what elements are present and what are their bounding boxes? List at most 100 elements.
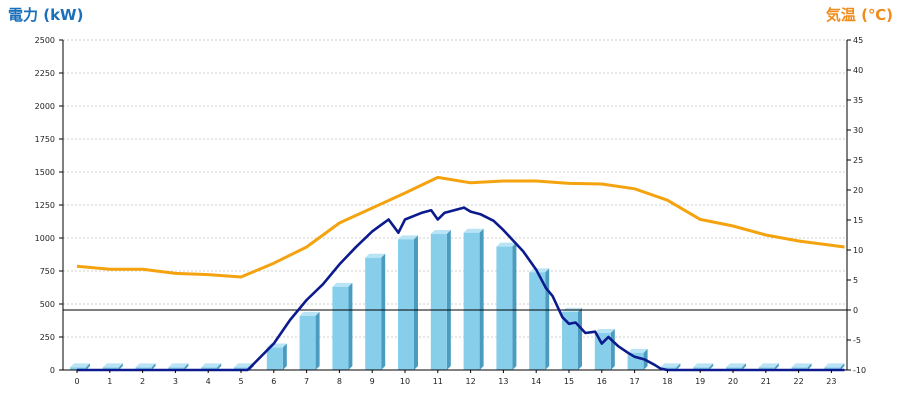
bar-top xyxy=(299,311,320,316)
bar xyxy=(102,363,123,370)
right-tick-label: 10 xyxy=(853,246,863,255)
bar-top xyxy=(234,363,254,368)
x-tick-label: 1 xyxy=(107,377,112,386)
x-tick-label: 17 xyxy=(630,377,640,386)
bar-top xyxy=(332,282,353,287)
x-tick-label: 0 xyxy=(74,377,79,386)
x-tick-label: 23 xyxy=(826,377,836,386)
bar-side xyxy=(512,242,517,370)
bar-top xyxy=(693,363,714,368)
bar-top xyxy=(135,363,156,368)
bar-top xyxy=(594,329,615,334)
bar xyxy=(332,282,353,370)
bar xyxy=(398,235,418,370)
right-tick-label: 35 xyxy=(853,96,863,105)
bar-side xyxy=(840,363,845,370)
bar-front xyxy=(562,311,578,370)
bar xyxy=(365,253,386,370)
bar xyxy=(299,311,320,370)
bar-top xyxy=(758,363,779,368)
x-tick-label: 10 xyxy=(400,377,410,386)
bar-front xyxy=(168,367,185,370)
left-tick-label: 1000 xyxy=(35,234,55,243)
x-tick-label: 19 xyxy=(695,377,705,386)
bar-top xyxy=(824,363,845,368)
x-tick-label: 21 xyxy=(761,377,771,386)
bar-front xyxy=(430,234,447,370)
bar-top xyxy=(201,363,222,368)
bar-front xyxy=(726,367,742,370)
bar-top xyxy=(496,242,517,247)
line-layer xyxy=(76,175,845,372)
x-tick-label: 7 xyxy=(304,377,309,386)
bar-side xyxy=(381,253,386,370)
right-tick-label: 5 xyxy=(853,276,858,285)
bar-top xyxy=(627,348,648,353)
x-tick-label: 8 xyxy=(337,377,342,386)
right-tick-label: 0 xyxy=(853,306,858,315)
bar-side xyxy=(348,282,353,370)
bar-front xyxy=(266,347,283,370)
x-tick-label: 18 xyxy=(662,377,672,386)
bar-side xyxy=(184,363,189,370)
bar-top xyxy=(726,363,746,368)
bar xyxy=(463,228,484,370)
bar xyxy=(824,363,845,370)
x-tick-label: 14 xyxy=(531,377,541,386)
left-tick-label: 1250 xyxy=(35,201,55,210)
bar xyxy=(726,363,746,370)
bar-front xyxy=(463,232,480,370)
x-tick-label: 2 xyxy=(140,377,145,386)
bar-front xyxy=(299,315,316,370)
bar xyxy=(594,329,615,370)
bar-front xyxy=(693,367,710,370)
bar xyxy=(168,363,189,370)
bar-front xyxy=(529,272,546,370)
right-tick-label: 25 xyxy=(853,156,863,165)
x-tick-label: 4 xyxy=(206,377,211,386)
bar-top xyxy=(398,235,418,240)
left-tick-label: 750 xyxy=(40,267,55,276)
left-tick-label: 250 xyxy=(40,333,55,342)
bar xyxy=(758,363,779,370)
bar-front xyxy=(135,367,152,370)
bar xyxy=(430,230,451,370)
left-tick-label: 1500 xyxy=(35,168,55,177)
x-tick-label: 13 xyxy=(498,377,508,386)
bar-top xyxy=(70,363,90,368)
bar-front xyxy=(791,367,808,370)
bar-side xyxy=(709,363,714,370)
x-tick-label: 3 xyxy=(173,377,178,386)
left-tick-label: 2000 xyxy=(35,102,55,111)
right-tick-label: 40 xyxy=(853,66,863,75)
x-tick-label: 16 xyxy=(597,377,607,386)
bar-front xyxy=(365,257,382,370)
right-tick-label: -5 xyxy=(853,336,861,345)
bar-top xyxy=(529,268,550,273)
bar-front xyxy=(824,367,841,370)
x-tick-label: 22 xyxy=(794,377,804,386)
left-tick-label: 2500 xyxy=(35,36,55,45)
tick-layer: 02505007501000125015001750200022502500-1… xyxy=(35,36,866,386)
bar-top xyxy=(102,363,123,368)
bar-side xyxy=(282,343,287,370)
bar-front xyxy=(102,367,119,370)
bar-top xyxy=(660,363,681,368)
bar xyxy=(496,242,517,370)
bar xyxy=(70,363,90,370)
bar-front xyxy=(70,367,86,370)
bar xyxy=(660,363,681,370)
bar-side xyxy=(807,363,812,370)
bar xyxy=(562,307,582,370)
bar-front xyxy=(234,367,250,370)
left-tick-label: 1750 xyxy=(35,135,55,144)
bar-side xyxy=(151,363,156,370)
bar-side xyxy=(86,363,90,370)
bar-layer xyxy=(70,228,845,370)
x-tick-label: 20 xyxy=(728,377,738,386)
bar-side xyxy=(545,268,550,370)
bar-side xyxy=(578,307,582,370)
left-tick-label: 500 xyxy=(40,300,55,309)
